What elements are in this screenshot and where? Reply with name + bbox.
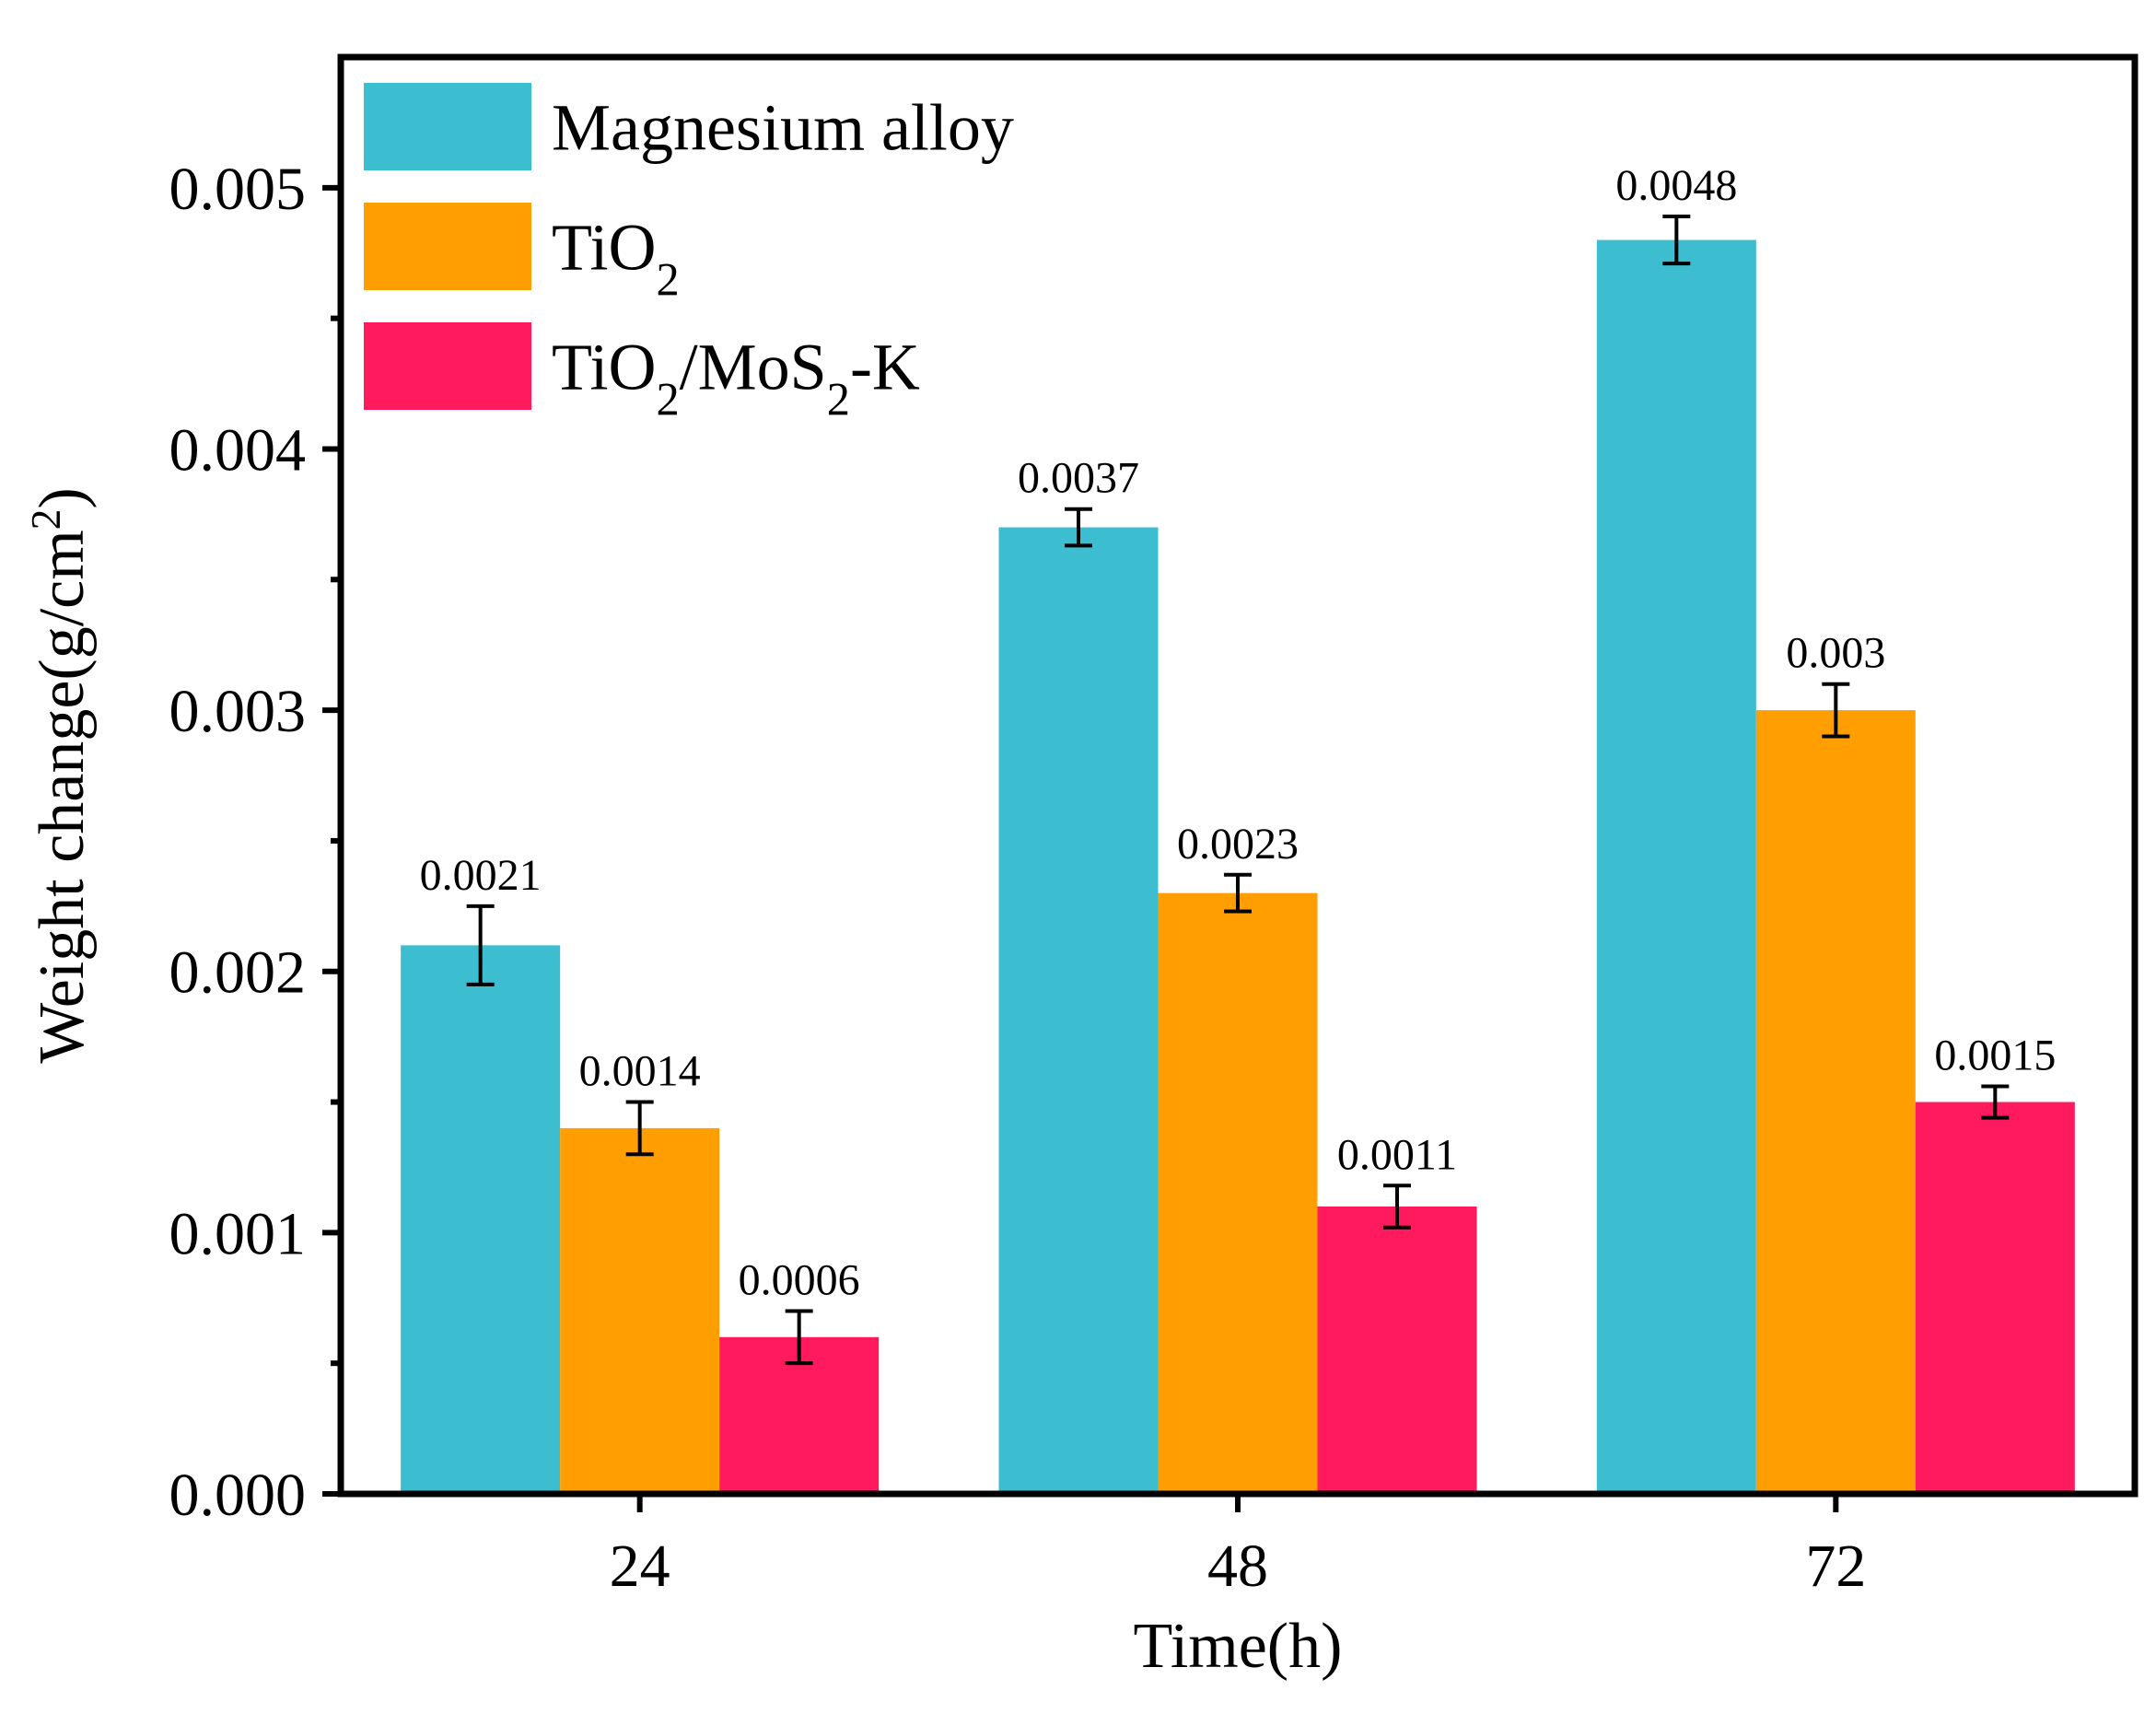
subscript: 2 bbox=[827, 374, 850, 426]
bar-2-72 bbox=[1755, 710, 1916, 1494]
error-bar bbox=[785, 1309, 813, 1366]
superscript: 2 bbox=[22, 509, 69, 531]
legend-swatch-3 bbox=[364, 322, 531, 410]
y-axis: 0.000 0.001 0.002 0.003 0.004 0.005 bbox=[169, 156, 341, 1529]
x-axis: 24 48 72 bbox=[610, 1494, 1866, 1600]
text-part: TiO bbox=[552, 211, 656, 285]
legend-swatch-1 bbox=[364, 83, 531, 170]
y-tick-label: 0.000 bbox=[169, 1462, 307, 1529]
x-tick-label: 48 bbox=[1207, 1533, 1268, 1600]
y-tick-label: 0.001 bbox=[169, 1200, 307, 1267]
bar-3-48 bbox=[1317, 1207, 1477, 1494]
bar-2-24 bbox=[560, 1127, 720, 1494]
y-tick-label: 0.004 bbox=[169, 416, 307, 484]
y-tick-label: 0.002 bbox=[169, 939, 307, 1007]
bar-3-72 bbox=[1915, 1102, 2075, 1494]
subscript: 2 bbox=[656, 254, 679, 306]
legend-label-2: TiO2 bbox=[552, 211, 680, 306]
text-part: /MoS bbox=[680, 331, 827, 404]
error-bar bbox=[1224, 872, 1252, 914]
x-tick-label: 72 bbox=[1805, 1533, 1866, 1600]
data-label: 0.0021 bbox=[420, 851, 542, 900]
x-tick-label: 24 bbox=[610, 1533, 670, 1600]
bar-1-48 bbox=[998, 527, 1159, 1495]
error-bar bbox=[1065, 507, 1092, 548]
text-part: -K bbox=[850, 331, 920, 404]
data-label: 0.0048 bbox=[1615, 161, 1737, 210]
data-label: 0.0014 bbox=[579, 1047, 701, 1096]
error-bars-layer bbox=[466, 215, 2010, 1366]
error-bar bbox=[1662, 215, 1691, 266]
y-tick-label: 0.005 bbox=[169, 156, 307, 223]
error-bar bbox=[1822, 682, 1850, 739]
bar-1-24 bbox=[401, 945, 561, 1494]
x-axis-title: Time(h) bbox=[1134, 1611, 1343, 1682]
data-label: 0.0023 bbox=[1177, 820, 1299, 869]
data-label: 0.0037 bbox=[1018, 454, 1139, 503]
bars-layer bbox=[401, 239, 2075, 1495]
data-label: 0.003 bbox=[1786, 629, 1885, 678]
error-bar bbox=[466, 904, 495, 986]
bar-1-72 bbox=[1596, 239, 1756, 1495]
text-part: Magnesium alloy bbox=[552, 91, 1014, 165]
error-bar bbox=[625, 1100, 654, 1157]
legend-label-1: Magnesium alloy bbox=[552, 91, 1014, 165]
legend-label-3: TiO2/MoS2-K bbox=[552, 331, 920, 426]
data-label: 0.0011 bbox=[1337, 1130, 1457, 1179]
error-bar bbox=[1383, 1183, 1411, 1230]
y-axis-title: Weight change(g/cm2) bbox=[22, 487, 99, 1063]
text-part: TiO bbox=[552, 331, 656, 404]
data-labels-layer: 0.0021 0.0014 0.0006 0.0037 0.0023 0.0011 0.00… bbox=[420, 161, 2057, 1304]
error-bar bbox=[1981, 1084, 2010, 1120]
subscript: 2 bbox=[656, 374, 679, 426]
data-label: 0.0015 bbox=[1934, 1032, 2056, 1080]
y-tick-label: 0.003 bbox=[169, 678, 307, 745]
legend-swatch-2 bbox=[364, 203, 531, 290]
text-part: ) bbox=[27, 487, 98, 508]
bar-2-48 bbox=[1158, 892, 1318, 1494]
text-part: Weight change(g/cm bbox=[27, 530, 98, 1063]
data-label: 0.0006 bbox=[739, 1255, 860, 1304]
